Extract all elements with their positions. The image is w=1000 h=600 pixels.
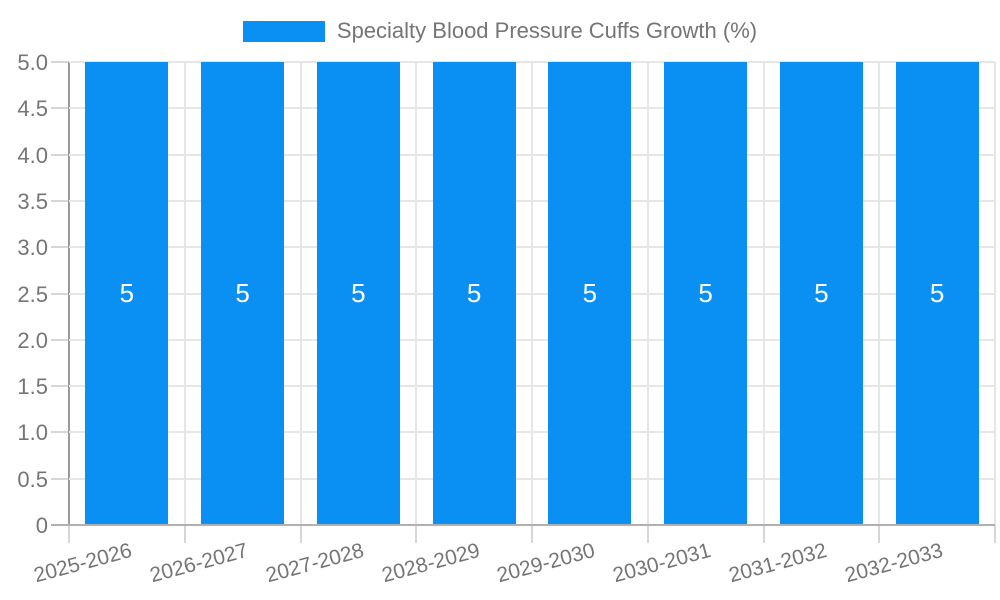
- y-tick: [51, 153, 69, 156]
- bar-value-label: 5: [814, 278, 829, 308]
- x-tick: [299, 525, 302, 543]
- y-tick-label: 1.5: [17, 374, 48, 400]
- bar-value-label: 5: [235, 278, 250, 308]
- x-tick: [878, 525, 881, 543]
- x-tick-label: 2031-2032: [726, 539, 830, 588]
- y-tick-label: 0: [35, 513, 48, 538]
- x-gridline: [994, 62, 996, 525]
- y-tick: [51, 292, 69, 295]
- y-tick-label: 4.5: [17, 96, 48, 122]
- y-tick: [51, 431, 69, 434]
- bar-value-label: 5: [582, 278, 598, 308]
- x-tick: [68, 525, 70, 543]
- bar-value-label: 5: [929, 278, 945, 308]
- bar: 5: [85, 62, 169, 525]
- bar: 5: [201, 62, 285, 525]
- y-tick: [51, 477, 69, 480]
- x-tick-label: 2032-2033: [842, 539, 946, 588]
- x-gridline: [183, 62, 186, 525]
- x-tick-label: 2029-2030: [494, 539, 598, 588]
- y-tick: [51, 338, 69, 341]
- y-tick-label: 2.0: [17, 327, 48, 353]
- y-tick-label: 3.0: [17, 235, 48, 261]
- bar: 5: [316, 62, 400, 525]
- bar-value-label: 5: [698, 278, 713, 308]
- chart-legend: Specialty Blood Pressure Cuffs Growth (%…: [0, 18, 1000, 44]
- x-tick: [994, 525, 996, 543]
- y-tick-label: 1.0: [17, 420, 48, 446]
- x-gridline: [646, 62, 649, 525]
- bar-value-label: 5: [466, 278, 482, 308]
- y-tick-label: 3.5: [17, 188, 48, 214]
- bar: 5: [664, 62, 748, 525]
- x-tick-label: 2028-2029: [379, 539, 483, 588]
- x-tick-label: 2030-2031: [610, 539, 714, 588]
- bar-value-label: 5: [351, 278, 366, 308]
- y-tick: [51, 107, 69, 110]
- y-tick: [51, 61, 69, 63]
- legend-label: Specialty Blood Pressure Cuffs Growth (%…: [336, 18, 758, 43]
- y-tick-label: 2.5: [17, 281, 48, 307]
- x-gridline: [415, 62, 418, 525]
- x-gridline: [299, 62, 302, 525]
- x-tick: [415, 525, 418, 543]
- legend-swatch: [242, 20, 325, 42]
- y-tick-label: 0.5: [17, 466, 48, 492]
- x-tick-label: 2027-2028: [263, 539, 367, 588]
- x-tick: [183, 525, 186, 543]
- bar: 5: [895, 62, 979, 525]
- bar: 5: [779, 62, 863, 525]
- bar-value-label: 5: [119, 278, 135, 308]
- y-tick-label: 5.0: [17, 50, 48, 75]
- x-tick: [762, 525, 765, 543]
- x-tick: [531, 525, 533, 543]
- x-tick-label: 2026-2027: [147, 539, 251, 588]
- y-tick-label: 4.0: [17, 142, 48, 168]
- bar: 5: [432, 62, 516, 525]
- x-gridline: [762, 62, 765, 525]
- x-axis-line: [51, 524, 995, 526]
- y-tick: [51, 199, 69, 202]
- x-tick: [646, 525, 649, 543]
- bar: 5: [548, 62, 632, 525]
- x-gridline: [878, 62, 881, 525]
- x-gridline: [531, 62, 533, 525]
- y-tick: [51, 385, 69, 388]
- x-tick-label: 2025-2026: [31, 539, 135, 588]
- y-tick: [51, 246, 69, 249]
